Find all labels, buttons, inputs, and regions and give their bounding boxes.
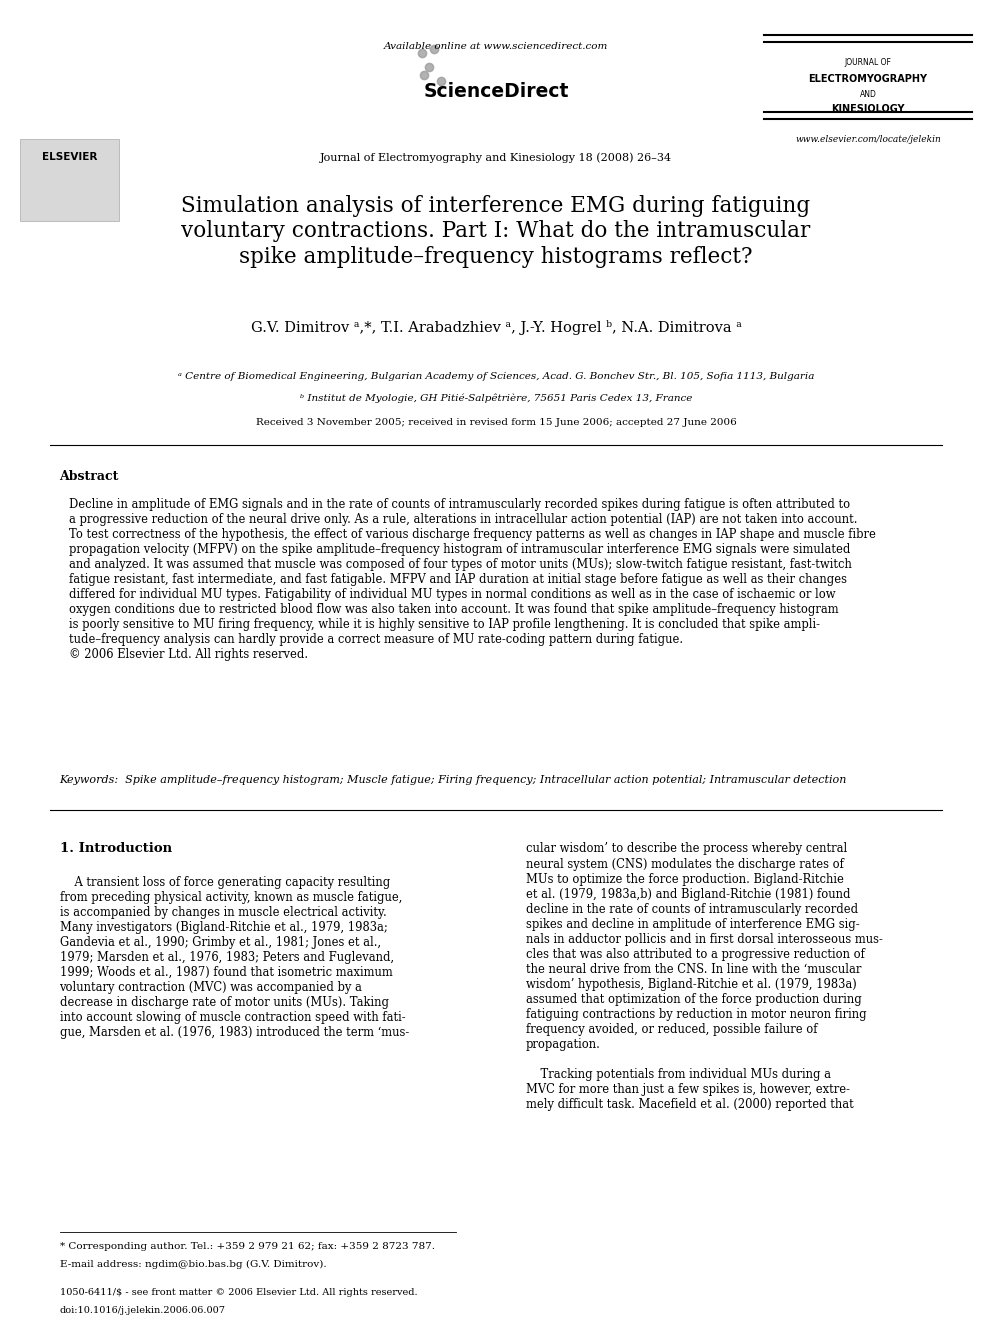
Text: ᵇ Institut de Myologie, GH Pitié-Salpêtrière, 75651 Paris Cedex 13, France: ᵇ Institut de Myologie, GH Pitié-Salpêtr… bbox=[300, 394, 692, 404]
Text: Journal of Electromyography and Kinesiology 18 (2008) 26–34: Journal of Electromyography and Kinesiol… bbox=[320, 152, 672, 163]
Text: 1. Introduction: 1. Introduction bbox=[60, 841, 172, 855]
Text: G.V. Dimitrov ᵃ,*, T.I. Arabadzhiev ᵃ, J.-Y. Hogrel ᵇ, N.A. Dimitrova ᵃ: G.V. Dimitrov ᵃ,*, T.I. Arabadzhiev ᵃ, J… bbox=[251, 320, 741, 335]
Text: Decline in amplitude of EMG signals and in the rate of counts of intramuscularly: Decline in amplitude of EMG signals and … bbox=[69, 497, 876, 662]
Text: AND: AND bbox=[859, 90, 877, 99]
FancyBboxPatch shape bbox=[20, 139, 119, 221]
Text: JOURNAL OF: JOURNAL OF bbox=[844, 58, 892, 67]
Text: 1050-6411/$ - see front matter © 2006 Elsevier Ltd. All rights reserved.: 1050-6411/$ - see front matter © 2006 El… bbox=[60, 1289, 418, 1297]
Text: cular wisdom’ to describe the process whereby central: cular wisdom’ to describe the process wh… bbox=[526, 841, 847, 855]
Text: Abstract: Abstract bbox=[60, 470, 119, 483]
Text: www.elsevier.com/locate/jelekin: www.elsevier.com/locate/jelekin bbox=[796, 135, 940, 144]
Text: ELSEVIER: ELSEVIER bbox=[42, 152, 97, 161]
Text: neural system (CNS) modulates the discharge rates of
MUs to optimize the force p: neural system (CNS) modulates the discha… bbox=[526, 859, 883, 1111]
Text: E-mail address: ngdim@bio.bas.bg (G.V. Dimitrov).: E-mail address: ngdim@bio.bas.bg (G.V. D… bbox=[60, 1259, 326, 1269]
Text: * Corresponding author. Tel.: +359 2 979 21 62; fax: +359 2 8723 787.: * Corresponding author. Tel.: +359 2 979… bbox=[60, 1242, 434, 1252]
Text: ELECTROMYOGRAPHY: ELECTROMYOGRAPHY bbox=[808, 74, 928, 83]
Text: Available online at www.sciencedirect.com: Available online at www.sciencedirect.co… bbox=[384, 42, 608, 52]
Text: ScienceDirect: ScienceDirect bbox=[424, 82, 568, 101]
Text: Received 3 November 2005; received in revised form 15 June 2006; accepted 27 Jun: Received 3 November 2005; received in re… bbox=[256, 418, 736, 427]
Text: Simulation analysis of interference EMG during fatiguing
voluntary contractions.: Simulation analysis of interference EMG … bbox=[182, 194, 810, 267]
Text: ᵃ Centre of Biomedical Engineering, Bulgarian Academy of Sciences, Acad. G. Bonc: ᵃ Centre of Biomedical Engineering, Bulg… bbox=[178, 372, 814, 381]
Text: A transient loss of force generating capacity resulting
from preceding physical : A transient loss of force generating cap… bbox=[60, 876, 409, 1039]
Text: KINESIOLOGY: KINESIOLOGY bbox=[831, 105, 905, 114]
Text: doi:10.1016/j.jelekin.2006.06.007: doi:10.1016/j.jelekin.2006.06.007 bbox=[60, 1306, 225, 1315]
Text: Keywords:  Spike amplitude–frequency histogram; Muscle fatigue; Firing frequency: Keywords: Spike amplitude–frequency hist… bbox=[60, 775, 847, 785]
